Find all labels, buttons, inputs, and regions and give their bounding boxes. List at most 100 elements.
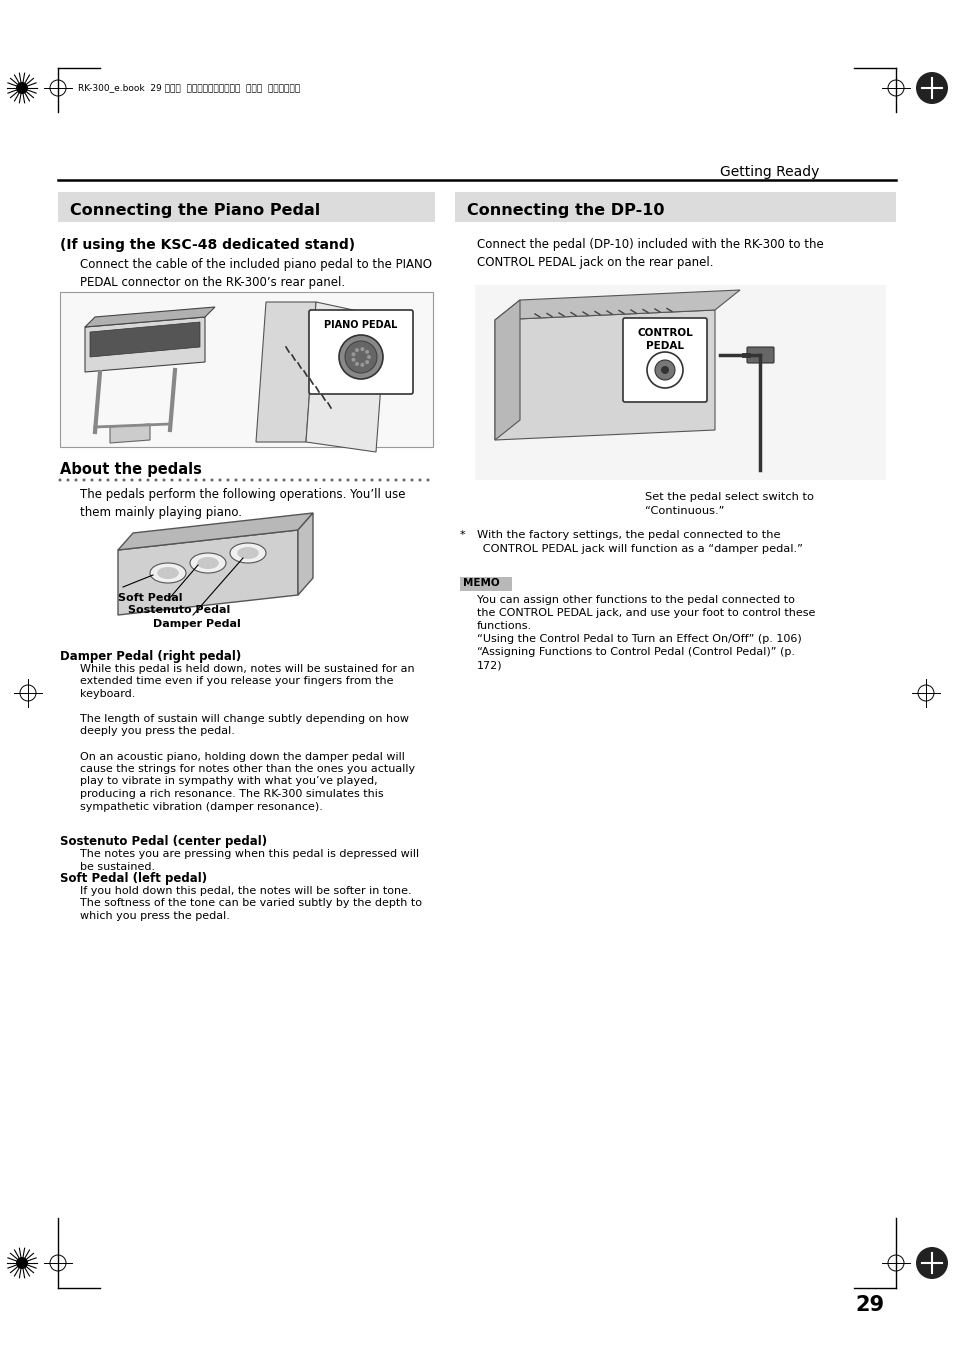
Circle shape [386,478,389,481]
Text: producing a rich resonance. The RK-300 simulates this: producing a rich resonance. The RK-300 s… [80,789,383,798]
Text: “Using the Control Pedal to Turn an Effect On/Off” (p. 106): “Using the Control Pedal to Turn an Effe… [476,634,801,644]
Circle shape [291,478,294,481]
Circle shape [282,478,285,481]
Ellipse shape [230,543,266,563]
Circle shape [178,478,181,481]
Text: You can assign other functions to the pedal connected to: You can assign other functions to the pe… [476,594,794,605]
Polygon shape [85,307,214,327]
Circle shape [367,355,371,359]
Polygon shape [306,303,386,453]
Circle shape [242,478,245,481]
Ellipse shape [237,547,258,559]
Text: The softness of the tone can be varied subtly by the depth to: The softness of the tone can be varied s… [80,898,421,908]
Polygon shape [118,530,297,615]
Polygon shape [110,424,150,443]
Text: sympathetic vibration (damper resonance).: sympathetic vibration (damper resonance)… [80,801,322,812]
Circle shape [107,478,110,481]
Circle shape [360,363,364,367]
Text: cause the strings for notes other than the ones you actually: cause the strings for notes other than t… [80,765,415,774]
Ellipse shape [197,557,218,569]
Text: extended time even if you release your fingers from the: extended time even if you release your f… [80,677,393,686]
Text: play to vibrate in sympathy with what you’ve played,: play to vibrate in sympathy with what yo… [80,777,377,786]
Circle shape [915,1247,947,1279]
Polygon shape [495,290,740,320]
Text: Soft Pedal: Soft Pedal [118,593,182,603]
Circle shape [16,1256,28,1269]
Polygon shape [85,317,205,372]
FancyBboxPatch shape [746,347,773,363]
Text: The pedals perform the following operations. You’ll use
them mainly playing pian: The pedals perform the following operati… [80,488,405,519]
Circle shape [16,82,28,95]
Polygon shape [495,309,714,440]
Circle shape [171,478,173,481]
Ellipse shape [190,553,226,573]
Circle shape [915,72,947,104]
Circle shape [660,366,668,374]
Circle shape [365,361,369,365]
Circle shape [122,478,126,481]
FancyBboxPatch shape [58,192,435,222]
Circle shape [370,478,374,481]
Text: Connecting the DP-10: Connecting the DP-10 [467,203,664,218]
Circle shape [138,478,141,481]
Circle shape [402,478,405,481]
Polygon shape [495,300,519,440]
Text: keyboard.: keyboard. [80,689,135,698]
Circle shape [646,353,682,388]
FancyBboxPatch shape [60,292,433,447]
Circle shape [91,478,93,481]
Circle shape [410,478,413,481]
Text: Damper Pedal: Damper Pedal [152,619,240,630]
Text: functions.: functions. [476,621,532,631]
Text: CONTROL
PEDAL: CONTROL PEDAL [637,328,692,351]
Text: Getting Ready: Getting Ready [720,165,819,178]
Text: PIANO PEDAL: PIANO PEDAL [324,320,397,330]
Text: Soft Pedal (left pedal): Soft Pedal (left pedal) [60,871,207,885]
FancyBboxPatch shape [459,577,512,590]
Text: which you press the pedal.: which you press the pedal. [80,911,230,921]
Text: The notes you are pressing when this pedal is depressed will: The notes you are pressing when this ped… [80,848,418,859]
Circle shape [306,478,309,481]
Text: (If using the KSC-48 dedicated stand): (If using the KSC-48 dedicated stand) [60,238,355,253]
Polygon shape [118,513,313,550]
Circle shape [346,478,349,481]
Circle shape [314,478,317,481]
Text: “Assigning Functions to Control Pedal (Control Pedal)” (p.: “Assigning Functions to Control Pedal (C… [476,647,794,657]
Circle shape [362,478,365,481]
FancyBboxPatch shape [475,285,885,480]
Text: MEMO: MEMO [462,578,499,588]
Circle shape [131,478,133,481]
Text: Connecting the Piano Pedal: Connecting the Piano Pedal [70,203,320,218]
Circle shape [365,350,369,354]
Circle shape [378,478,381,481]
Text: While this pedal is held down, notes will be sustained for an: While this pedal is held down, notes wil… [80,663,415,674]
Circle shape [147,478,150,481]
Circle shape [351,353,355,357]
Circle shape [74,478,77,481]
Text: Sostenuto Pedal: Sostenuto Pedal [128,605,230,615]
Circle shape [58,478,61,481]
Text: Damper Pedal (right pedal): Damper Pedal (right pedal) [60,650,241,663]
FancyBboxPatch shape [309,309,413,394]
Circle shape [355,349,358,353]
Circle shape [211,478,213,481]
Polygon shape [297,513,313,594]
Circle shape [345,340,376,373]
Circle shape [355,478,357,481]
Text: the CONTROL PEDAL jack, and use your foot to control these: the CONTROL PEDAL jack, and use your foo… [476,608,815,617]
Text: On an acoustic piano, holding down the damper pedal will: On an acoustic piano, holding down the d… [80,751,404,762]
Text: be sustained.: be sustained. [80,862,155,871]
Circle shape [98,478,101,481]
Text: deeply you press the pedal.: deeply you press the pedal. [80,727,234,736]
Circle shape [426,478,429,481]
Circle shape [298,478,301,481]
Text: Set the pedal select switch to
“Continuous.”: Set the pedal select switch to “Continuo… [644,492,813,516]
Polygon shape [255,303,315,442]
Circle shape [322,478,325,481]
Circle shape [655,359,675,380]
Ellipse shape [150,563,186,584]
Circle shape [114,478,117,481]
Text: * With the factory settings, the pedal connected to the
  CONTROL PEDAL jack wil: * With the factory settings, the pedal c… [459,530,802,554]
Circle shape [82,478,86,481]
Circle shape [202,478,205,481]
